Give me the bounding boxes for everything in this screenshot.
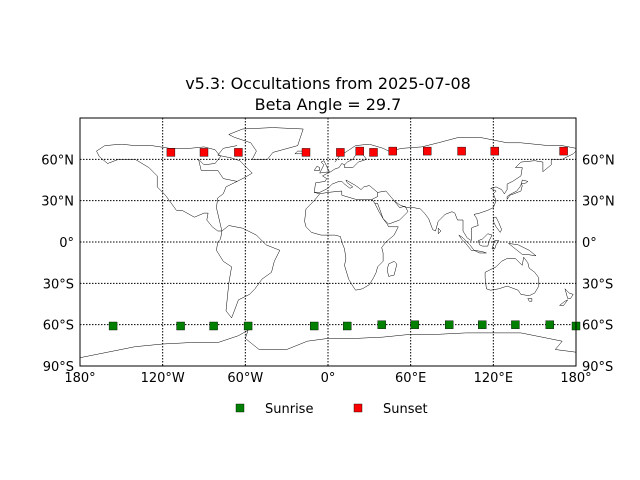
sunset-marker bbox=[559, 146, 568, 156]
x-tick-label: 180° bbox=[64, 371, 95, 386]
sunset-marker bbox=[490, 146, 499, 156]
chart-subtitle: Beta Angle = 29.7 bbox=[255, 95, 402, 114]
sunset-marker bbox=[369, 148, 378, 157]
coastline-path bbox=[393, 150, 577, 242]
x-tick-label: 120°E bbox=[474, 371, 514, 386]
data-markers bbox=[108, 146, 581, 331]
coastline-path bbox=[386, 260, 398, 277]
y-tick-label-right: 30°N bbox=[582, 195, 615, 210]
y-tick-label-right: 30°S bbox=[582, 277, 613, 292]
plot-frame bbox=[79, 117, 577, 367]
sunrise-marker bbox=[410, 320, 419, 329]
coastline-map bbox=[79, 127, 577, 358]
legend-label-sunrise: Sunrise bbox=[265, 402, 313, 417]
sunset-marker bbox=[355, 146, 364, 156]
y-tick-label-left: 90°S bbox=[43, 360, 74, 375]
sunset-marker bbox=[234, 148, 243, 157]
sunrise-marker bbox=[108, 321, 118, 331]
sunrise-marker bbox=[176, 321, 185, 331]
coastline-path bbox=[314, 179, 378, 200]
coastline-path bbox=[493, 216, 502, 233]
coastline-path bbox=[484, 256, 540, 296]
sunrise-marker bbox=[377, 320, 386, 329]
legend: Sunrise Sunset bbox=[235, 402, 428, 417]
coastline-path bbox=[79, 329, 577, 358]
x-tick-label: 120°W bbox=[141, 371, 185, 386]
sunrise-marker bbox=[343, 321, 352, 331]
coastline-path bbox=[313, 165, 320, 171]
coastline-path bbox=[527, 298, 533, 302]
coastline-path bbox=[216, 225, 281, 319]
y-tick-label-left: 0° bbox=[59, 236, 74, 251]
x-tick-label: 60°E bbox=[395, 371, 426, 386]
legend-marker-sunset bbox=[353, 403, 363, 413]
coastline-path bbox=[458, 234, 475, 251]
coastline-path bbox=[228, 127, 304, 160]
y-tick-label-left: 30°N bbox=[41, 195, 74, 210]
sunset-marker bbox=[301, 148, 311, 157]
sunset-marker bbox=[423, 146, 432, 156]
y-tick-label-right: 60°S bbox=[582, 319, 613, 334]
coastline-path bbox=[564, 288, 574, 299]
sunset-marker bbox=[336, 148, 345, 157]
coastline-path bbox=[96, 143, 253, 182]
coastline-path bbox=[334, 137, 577, 163]
sunrise-marker bbox=[243, 321, 253, 331]
coastline-path bbox=[156, 175, 238, 232]
legend-label-sunset: Sunset bbox=[383, 402, 428, 417]
sunrise-marker bbox=[445, 320, 454, 329]
sunset-marker bbox=[199, 148, 209, 157]
sunrise-marker bbox=[478, 320, 487, 329]
sunrise-marker bbox=[545, 320, 554, 329]
tick-labels: 60°N 60°N 30°N 30°N 0° 0° 30°S 30°S 60°S 60°S 90°S… bbox=[41, 153, 615, 386]
coastline-path bbox=[508, 243, 537, 257]
sunrise-marker bbox=[310, 321, 319, 331]
coastline-path bbox=[304, 193, 399, 291]
gridlines bbox=[80, 118, 576, 366]
sunrise-marker bbox=[209, 321, 218, 331]
coastline-path bbox=[96, 150, 158, 177]
legend-marker-sunrise bbox=[235, 403, 245, 413]
coastline-path bbox=[473, 250, 487, 254]
coastline-path bbox=[477, 233, 493, 247]
y-tick-label-right: 90°S bbox=[582, 360, 613, 375]
sunset-marker bbox=[457, 146, 466, 156]
coastline-path bbox=[559, 299, 568, 306]
sunrise-marker bbox=[511, 320, 520, 329]
y-tick-label-left: 60°S bbox=[43, 319, 74, 334]
coastline-path bbox=[374, 190, 409, 225]
x-tick-label: 0° bbox=[321, 371, 336, 386]
coastline-path bbox=[437, 227, 442, 234]
sunset-marker bbox=[388, 146, 397, 156]
y-tick-label-left: 60°N bbox=[41, 153, 74, 168]
x-tick-label: 60°W bbox=[227, 371, 263, 386]
chart-title: v5.3: Occultations from 2025-07-08 bbox=[185, 74, 471, 93]
coastline-path bbox=[506, 179, 529, 200]
x-tick-label: 180° bbox=[560, 371, 591, 386]
y-tick-label-left: 30°S bbox=[43, 277, 74, 292]
y-tick-label-right: 0° bbox=[582, 236, 597, 251]
sunset-marker bbox=[166, 148, 176, 157]
coastline-path bbox=[319, 160, 330, 174]
y-tick-label-right: 60°N bbox=[582, 153, 615, 168]
